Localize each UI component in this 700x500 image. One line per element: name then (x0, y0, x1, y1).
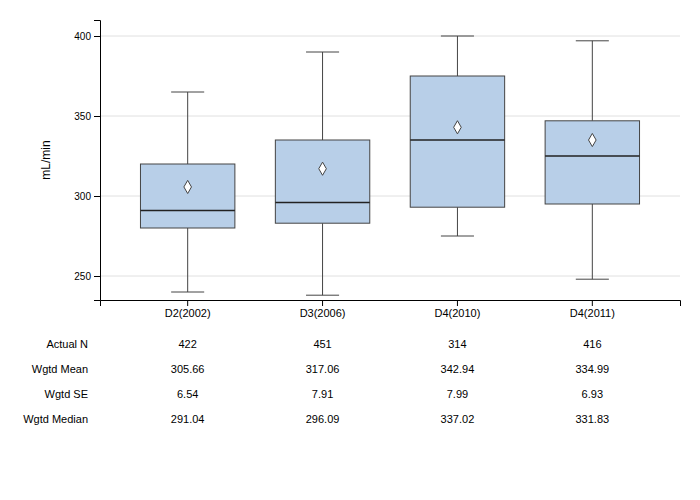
table-cell: 7.91 (312, 388, 333, 400)
table-cell: 342.94 (441, 363, 475, 375)
x-tick: D4(2010) (435, 300, 481, 319)
whisker-cap-low (306, 295, 339, 296)
x-tick: D3(2006) (300, 300, 346, 319)
table-row-label: Wgtd SE (45, 388, 88, 400)
whisker-low (187, 228, 188, 292)
x-tick: D4(2011) (570, 300, 615, 319)
table-cell: 317.06 (306, 363, 340, 375)
whisker-cap-high (306, 52, 339, 53)
mean-marker (589, 133, 597, 146)
x-tick-mark (322, 300, 323, 306)
table-cell: 296.09 (306, 413, 340, 425)
x-tick-mark (457, 300, 458, 306)
y-tick-label: 400 (74, 31, 91, 42)
x-tick-label: D3(2006) (300, 307, 346, 319)
box-body (275, 140, 369, 223)
marks (140, 36, 639, 295)
median (140, 210, 234, 212)
mean-marker (184, 180, 192, 193)
whisker-high (457, 36, 458, 76)
table-row-label: Wgtd Median (23, 413, 88, 425)
table-cell: 331.83 (575, 413, 609, 425)
table-cell: 6.54 (177, 388, 198, 400)
box (545, 41, 639, 279)
table-cell: 416 (583, 338, 601, 350)
whisker-low (322, 223, 323, 295)
grid-line (100, 116, 680, 117)
table-cell: 422 (178, 338, 196, 350)
y-tick-label: 350 (74, 111, 91, 122)
median (410, 139, 504, 141)
mean-marker (319, 162, 327, 175)
box-body (410, 76, 504, 207)
table-row-label: Actual N (46, 338, 88, 350)
y-axis-line (94, 21, 101, 301)
whisker-high (592, 41, 593, 121)
x-axis-line (101, 301, 681, 307)
whisker-high (322, 52, 323, 140)
table-cell: 314 (448, 338, 466, 350)
x-tick: D2(2002) (165, 300, 211, 319)
table-cell: 305.66 (171, 363, 205, 375)
box (410, 36, 504, 236)
table: Actual N 422 451 314 416 Wgtd Mean 305.66 317.0… (23, 338, 609, 425)
table-cell: 337.02 (441, 413, 475, 425)
whisker-low (592, 204, 593, 279)
whisker-high (187, 92, 188, 164)
chart: 250 300 350 400 D2(2002) D3(2006) D4(2010) D4(2… (0, 0, 700, 500)
grid (100, 36, 680, 276)
y-tick: 250 (74, 271, 100, 282)
median (275, 202, 369, 204)
whisker-cap-low (576, 279, 609, 280)
y-tick: 350 (74, 111, 100, 122)
whisker-cap-high (441, 36, 474, 37)
table-cell: 334.99 (575, 363, 609, 375)
x-tick-mark (187, 300, 188, 306)
y-axis-title: mL/min (39, 140, 53, 179)
table-cell: 291.04 (171, 413, 205, 425)
y-tick-mark (94, 36, 100, 37)
whisker-cap-high (171, 92, 204, 93)
y-tick: 400 (74, 31, 100, 42)
x-tick-label: D2(2002) (165, 307, 211, 319)
table-cell: 451 (313, 338, 331, 350)
whisker-low (457, 207, 458, 236)
grid-line (100, 36, 680, 37)
y-tick-label: 300 (74, 191, 91, 202)
y-axis: 250 300 350 400 (74, 21, 100, 301)
box-body (545, 121, 639, 204)
y-tick-mark (94, 196, 100, 197)
grid-line (100, 276, 680, 277)
whisker-cap-high (576, 40, 609, 41)
y-tick: 300 (74, 191, 100, 202)
x-tick-mark (592, 300, 593, 306)
x-tick-label: D4(2011) (570, 307, 615, 319)
whisker-cap-low (171, 292, 204, 293)
whisker-cap-low (441, 236, 474, 237)
median (545, 155, 639, 157)
box (275, 52, 369, 295)
plot: 250 300 350 400 D2(2002) D3(2006) D4(2010) D4(2… (23, 21, 680, 426)
y-tick-mark (94, 116, 100, 117)
y-tick-label: 250 (74, 271, 91, 282)
table-cell: 6.93 (582, 388, 603, 400)
box-body (140, 164, 234, 228)
x-axis: D2(2002) D3(2006) D4(2010) D4(2011) (101, 300, 681, 319)
table-row-label: Wgtd Mean (32, 363, 88, 375)
box (140, 92, 234, 292)
y-tick-mark (94, 276, 100, 277)
table-cell: 7.99 (447, 388, 468, 400)
mean-marker (454, 121, 462, 134)
x-tick-label: D4(2010) (435, 307, 481, 319)
